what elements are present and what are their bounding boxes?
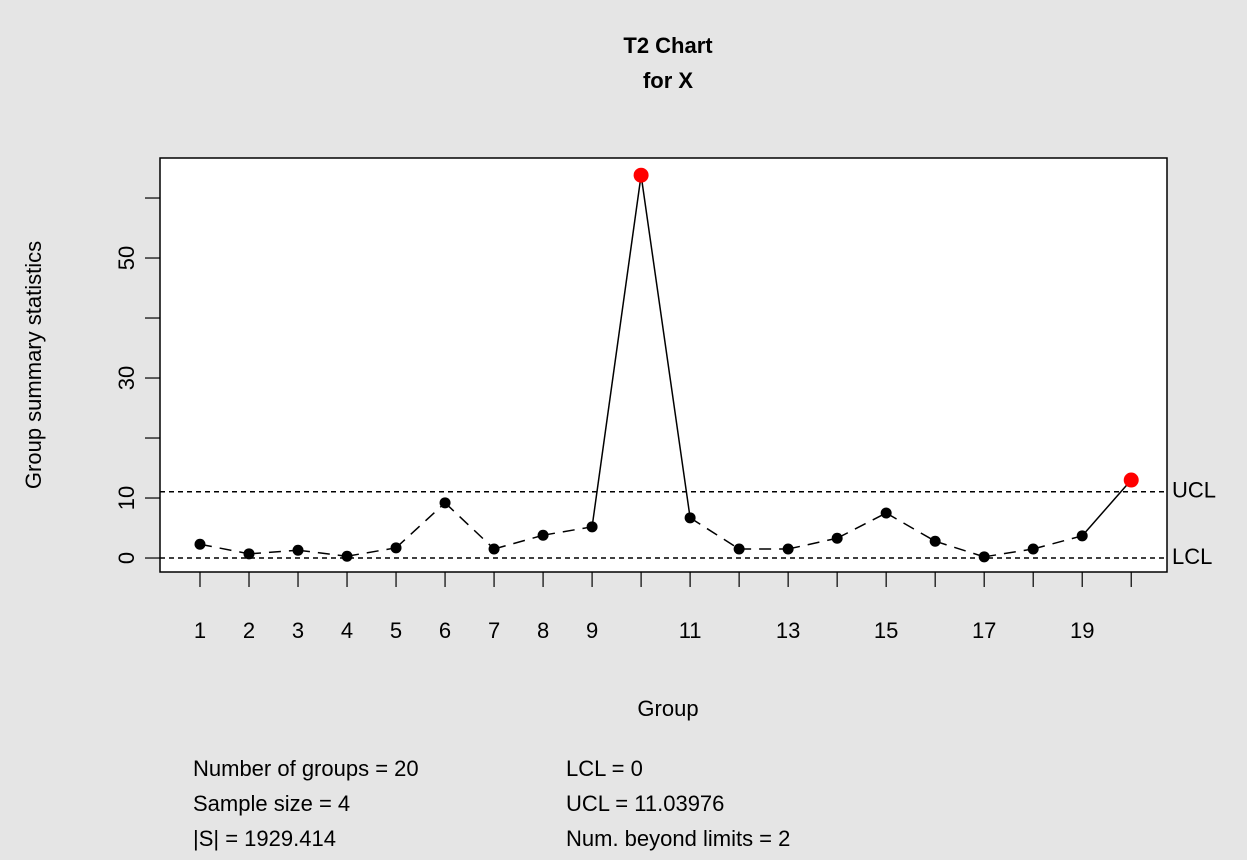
- chart-title: for X: [643, 68, 693, 93]
- data-point: [733, 543, 745, 555]
- data-point: [292, 544, 304, 556]
- connector: [934, 540, 985, 558]
- x-tick-label: 1: [194, 618, 206, 643]
- y-tick-label: 30: [114, 366, 139, 390]
- connector: [689, 517, 740, 550]
- connector: [493, 534, 544, 550]
- connector: [444, 502, 495, 550]
- stat-text: LCL = 0: [566, 756, 643, 781]
- x-tick-label: 17: [972, 618, 996, 643]
- connector: [836, 512, 887, 539]
- x-tick-label: 19: [1070, 618, 1094, 643]
- x-tick-label: 3: [292, 618, 304, 643]
- data-point: [1123, 472, 1139, 488]
- connector: [1081, 479, 1132, 537]
- connector: [395, 502, 446, 549]
- connector: [297, 549, 348, 557]
- y-tick-label: 0: [114, 552, 139, 564]
- x-tick-label: 11: [679, 618, 702, 643]
- chart-title: T2 Chart: [623, 33, 713, 58]
- y-axis-label: Group summary statistics: [21, 241, 46, 489]
- stat-text: Number of groups = 20: [193, 756, 419, 781]
- data-point: [782, 543, 794, 555]
- data-point: [880, 507, 892, 519]
- x-tick-label: 6: [439, 618, 451, 643]
- data-point: [633, 167, 649, 183]
- control-limit-label: LCL: [1172, 544, 1212, 569]
- stat-text: Sample size = 4: [193, 791, 350, 816]
- x-tick-label: 2: [243, 618, 255, 643]
- data-point: [439, 497, 451, 509]
- data-point: [488, 543, 500, 555]
- data-point: [978, 551, 990, 563]
- y-tick-label: 10: [114, 486, 139, 510]
- connector: [346, 547, 397, 557]
- data-point: [243, 548, 255, 560]
- data-point: [684, 512, 696, 524]
- data-point: [537, 529, 549, 541]
- x-tick-label: 4: [341, 618, 353, 643]
- connector: [591, 175, 642, 527]
- connector: [199, 543, 250, 555]
- x-tick-label: 8: [537, 618, 549, 643]
- connector: [885, 512, 936, 542]
- data-point: [1076, 530, 1088, 542]
- connector: [640, 175, 691, 518]
- control-limit-label: UCL: [1172, 478, 1216, 503]
- connector: [787, 537, 838, 550]
- data-point: [341, 550, 353, 562]
- stat-text: UCL = 11.03976: [566, 791, 724, 816]
- x-tick-label: 9: [586, 618, 598, 643]
- connector: [1033, 535, 1083, 550]
- data-point: [831, 532, 843, 544]
- connector: [542, 526, 593, 536]
- connector: [984, 548, 1034, 558]
- x-tick-label: 15: [874, 618, 898, 643]
- data-point: [1027, 543, 1039, 555]
- stat-text: Num. beyond limits = 2: [566, 826, 790, 851]
- connector: [248, 549, 299, 555]
- data-point: [929, 535, 941, 547]
- x-tick-label: 5: [390, 618, 402, 643]
- data-point: [586, 521, 598, 533]
- plot-area: [159, 157, 1168, 573]
- y-tick-label: 50: [114, 246, 139, 270]
- x-axis-label: Group: [637, 696, 698, 721]
- data-point: [390, 542, 402, 554]
- x-tick-label: 7: [488, 618, 500, 643]
- data-point: [194, 538, 206, 550]
- stat-text: |S| = 1929.414: [193, 826, 336, 851]
- x-tick-label: 13: [776, 618, 800, 643]
